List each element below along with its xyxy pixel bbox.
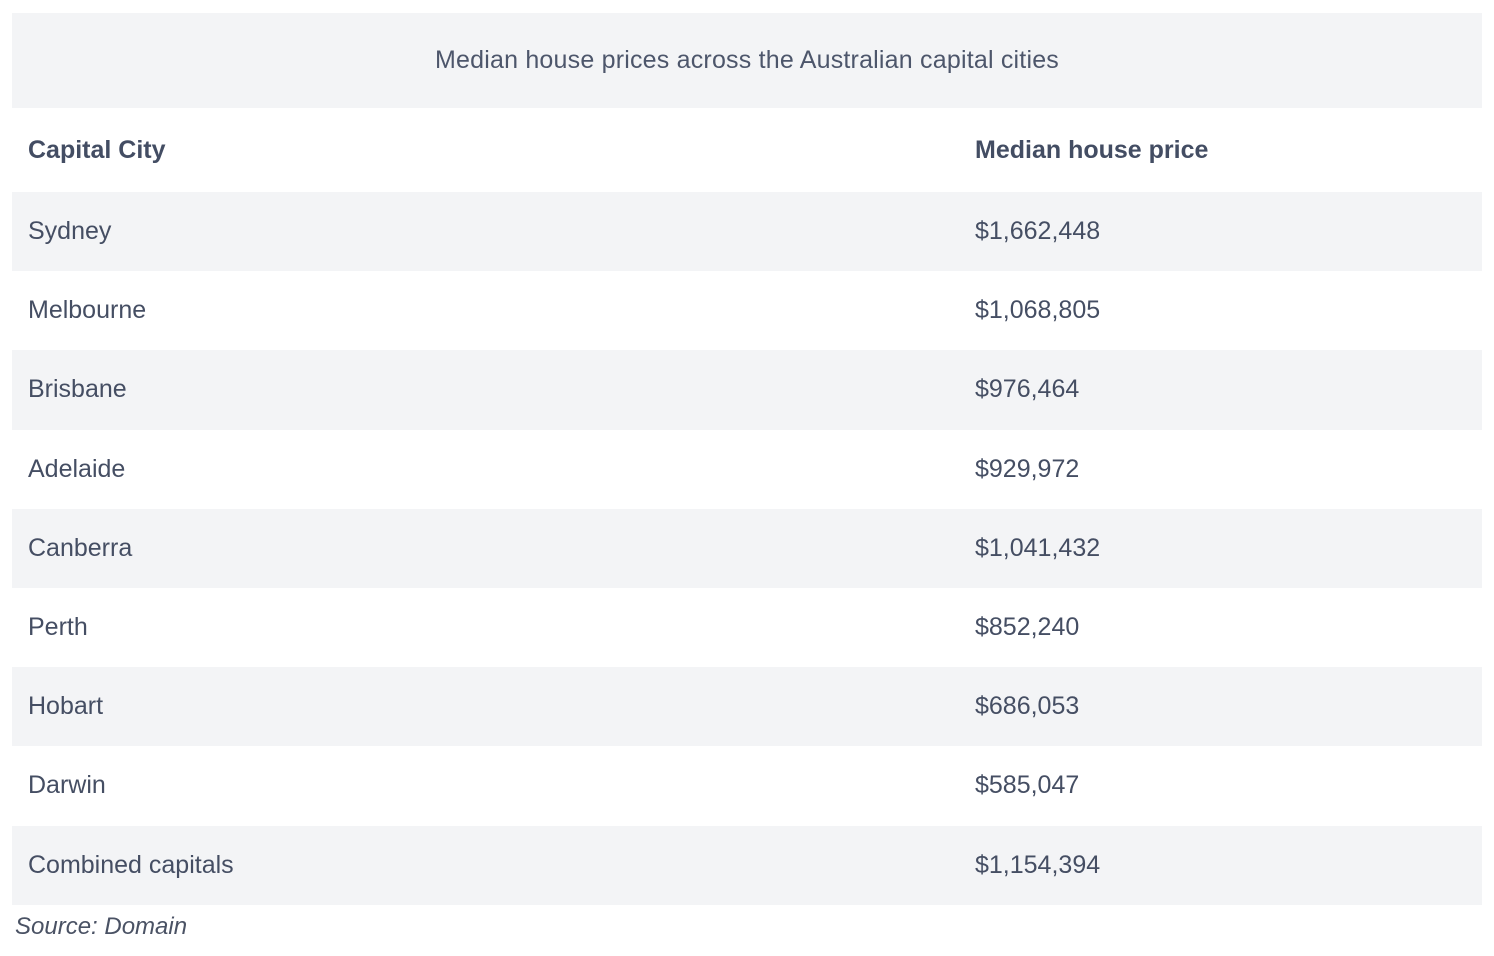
price-cell: $852,240 — [975, 613, 1080, 642]
price-cell: $1,154,394 — [975, 850, 1101, 879]
city-cell: Melbourne — [28, 296, 147, 325]
price-cell: $929,972 — [975, 454, 1080, 483]
table-row: Combined capitals $1,154,394 — [12, 825, 1482, 905]
city-cell: Brisbane — [28, 375, 127, 404]
table-header-row: Capital City Median house price — [12, 108, 1482, 192]
price-cell: $976,464 — [975, 375, 1080, 404]
table-title-band: Median house prices across the Australia… — [12, 13, 1482, 108]
city-cell: Sydney — [28, 217, 112, 246]
table-row: Hobart $686,053 — [12, 667, 1482, 747]
price-cell: $686,053 — [975, 692, 1080, 721]
city-cell: Adelaide — [28, 454, 126, 483]
column-header-capital-city: Capital City — [28, 135, 166, 164]
city-cell: Hobart — [28, 692, 104, 721]
table-row: Perth $852,240 — [12, 587, 1482, 668]
price-cell: $1,068,805 — [975, 296, 1101, 325]
table-body: Sydney $1,662,448 Melbourne $1,068,805 B… — [12, 192, 1482, 905]
price-cell: $585,047 — [975, 771, 1080, 800]
table-row: Sydney $1,662,448 — [12, 192, 1482, 272]
city-cell: Darwin — [28, 771, 106, 800]
city-cell: Combined capitals — [28, 850, 234, 879]
price-cell: $1,041,432 — [975, 533, 1101, 562]
table-row: Darwin $585,047 — [12, 746, 1482, 826]
source-attribution: Source: Domain — [15, 912, 188, 940]
table-title: Median house prices across the Australia… — [434, 46, 1060, 74]
house-prices-table: Median house prices across the Australia… — [12, 13, 1482, 905]
city-cell: Canberra — [28, 533, 133, 562]
price-cell: $1,662,448 — [975, 217, 1101, 246]
table-row: Melbourne $1,068,805 — [12, 271, 1482, 351]
city-cell: Perth — [28, 613, 88, 642]
table-row: Canberra $1,041,432 — [12, 508, 1482, 588]
table-row: Adelaide $929,972 — [12, 429, 1482, 509]
column-header-median-house-price: Median house price — [975, 135, 1209, 164]
table-row: Brisbane $976,464 — [12, 350, 1482, 430]
